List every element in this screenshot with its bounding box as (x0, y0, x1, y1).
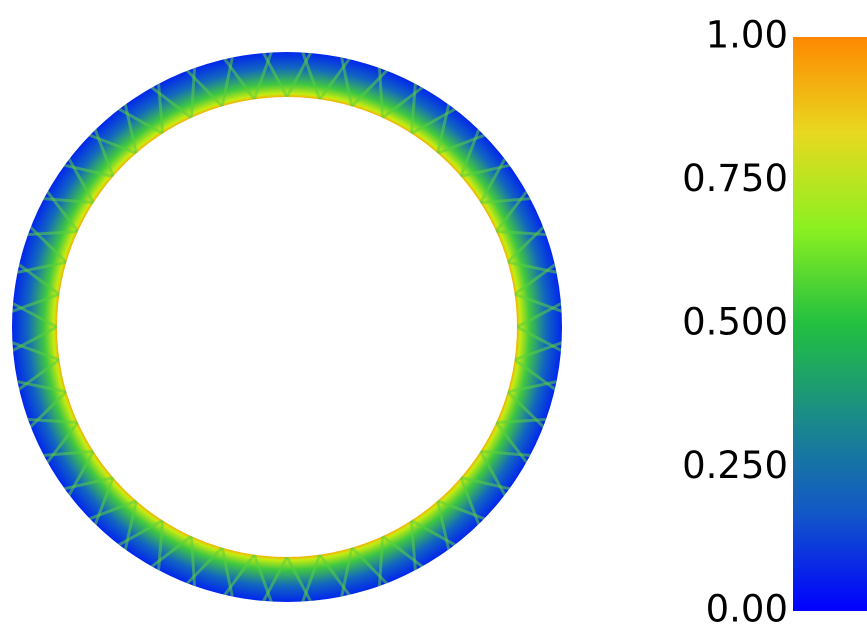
colorbar-ticks: 1.00 0.750 0.500 0.250 0.00 (682, 14, 788, 631)
streak (24, 229, 78, 237)
streak (220, 53, 235, 107)
streak (221, 553, 256, 599)
streak (44, 421, 79, 466)
streak (183, 67, 224, 108)
streak (318, 55, 353, 101)
streak (437, 499, 488, 522)
streak (12, 292, 60, 314)
streak (13, 379, 67, 394)
streak (513, 261, 559, 296)
streak (506, 390, 547, 431)
tick-label: 0.500 (682, 301, 788, 344)
streak (513, 358, 559, 393)
streak (15, 358, 61, 393)
streak (61, 476, 114, 491)
streak (377, 536, 385, 590)
streak (123, 500, 138, 553)
streak (12, 325, 58, 354)
streak (123, 101, 138, 154)
streak (189, 64, 197, 118)
streak (27, 390, 68, 431)
streak (13, 260, 67, 275)
streak (220, 547, 235, 601)
streak (66, 450, 95, 499)
streak (252, 52, 274, 100)
streak (40, 449, 94, 458)
streak (436, 101, 451, 154)
streak (350, 546, 391, 587)
streak (460, 163, 513, 178)
ring (12, 52, 562, 602)
streak (24, 417, 78, 425)
streaks (12, 52, 562, 602)
streak (61, 163, 114, 178)
streak (496, 229, 550, 237)
streak (516, 300, 562, 329)
streak (285, 556, 314, 602)
streak (381, 84, 426, 119)
streak (44, 188, 79, 233)
streak (437, 132, 488, 155)
colorbar (793, 37, 867, 611)
streak (496, 417, 550, 425)
streak (460, 476, 513, 491)
streak (436, 500, 451, 553)
streak (514, 292, 562, 314)
streak (480, 449, 534, 458)
streak (92, 126, 115, 177)
streak (514, 340, 562, 362)
streak (479, 450, 508, 499)
streak (260, 556, 289, 602)
streak (300, 554, 322, 602)
streak (156, 520, 165, 574)
streak (339, 53, 354, 107)
streak (410, 106, 459, 135)
streak (115, 106, 164, 135)
tick-label: 0.00 (706, 588, 788, 631)
streak (495, 188, 530, 233)
tick-label: 0.250 (682, 444, 788, 487)
streak (516, 325, 562, 354)
streak (148, 535, 193, 570)
streak (479, 155, 508, 204)
ring-field (12, 52, 562, 602)
streak (260, 52, 289, 98)
streak (300, 52, 322, 100)
streak (459, 477, 482, 528)
streak (27, 223, 68, 264)
streak (115, 519, 164, 548)
streak (189, 536, 197, 590)
tick-label: 0.750 (682, 157, 788, 200)
streak (92, 477, 115, 528)
streak (350, 67, 391, 108)
streak (148, 84, 193, 119)
streak (86, 132, 137, 155)
streak (381, 535, 426, 570)
streak (40, 196, 94, 205)
streak (495, 421, 530, 466)
streak (183, 546, 224, 587)
streak (12, 340, 60, 362)
streak (480, 196, 534, 205)
streak (15, 261, 61, 296)
streak (409, 520, 418, 574)
streak (156, 80, 165, 134)
streak (409, 80, 418, 134)
streak (507, 260, 561, 275)
streak (66, 155, 95, 204)
streak (86, 499, 137, 522)
streak (459, 126, 482, 177)
streak (318, 553, 353, 599)
streak (377, 64, 385, 118)
streak (12, 300, 58, 329)
streak (339, 547, 354, 601)
streak (252, 554, 274, 602)
streak (507, 379, 561, 394)
streak (506, 223, 547, 264)
streak (285, 52, 314, 98)
streak (221, 55, 256, 101)
streak (410, 519, 459, 548)
tick-label: 1.00 (706, 14, 788, 57)
